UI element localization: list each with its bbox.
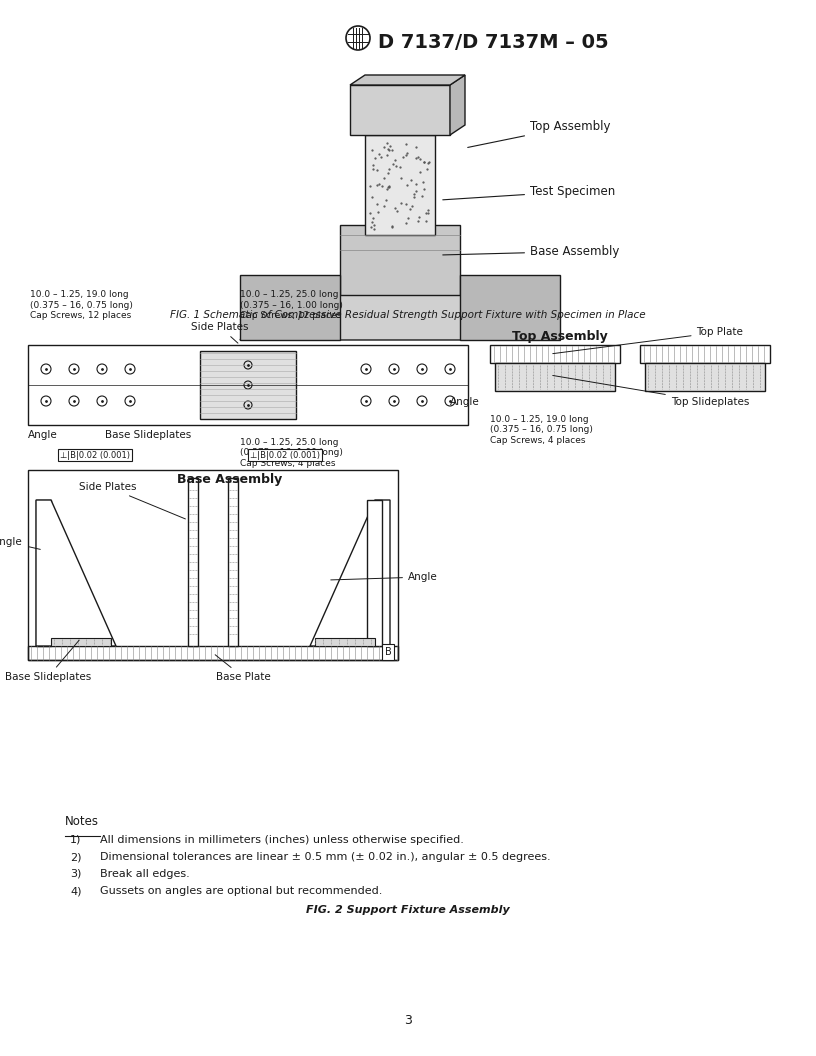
Text: Break all edges.: Break all edges.: [100, 869, 190, 879]
Text: All dimensions in millimeters (inches) unless otherwise specified.: All dimensions in millimeters (inches) u…: [100, 835, 463, 845]
Text: 10.0 – 1.25, 25.0 long
(0.375 – 16, 1.00 long)
Cap Screws, 12 places: 10.0 – 1.25, 25.0 long (0.375 – 16, 1.00…: [240, 290, 343, 320]
Bar: [228, 478, 238, 646]
Bar: [640, 345, 770, 363]
Bar: [315, 638, 375, 646]
Bar: [495, 363, 615, 391]
Text: B: B: [384, 647, 392, 657]
Polygon shape: [36, 499, 116, 646]
Text: 2): 2): [70, 852, 82, 862]
Text: FIG. 2 Support Fixture Assembly: FIG. 2 Support Fixture Assembly: [306, 905, 510, 914]
Polygon shape: [310, 499, 390, 646]
Polygon shape: [340, 225, 460, 295]
Bar: [28, 345, 468, 425]
Text: Angle: Angle: [450, 397, 480, 407]
Text: Top Assembly: Top Assembly: [468, 120, 610, 148]
Text: Angle: Angle: [0, 538, 40, 549]
Bar: [645, 363, 765, 391]
Polygon shape: [450, 75, 465, 135]
Text: Dimensional tolerances are linear ± 0.5 mm (± 0.02 in.), angular ± 0.5 degrees.: Dimensional tolerances are linear ± 0.5 …: [100, 852, 551, 862]
Bar: [28, 646, 398, 660]
Text: Base Slideplates: Base Slideplates: [5, 640, 91, 682]
Text: FIG. 1 Schematic of Compressive Residual Strength Support Fixture with Specimen : FIG. 1 Schematic of Compressive Residual…: [171, 310, 645, 320]
Polygon shape: [350, 75, 465, 84]
Text: Notes: Notes: [65, 815, 99, 828]
Text: Side Plates: Side Plates: [79, 482, 185, 518]
Text: Test Specimen: Test Specimen: [443, 185, 615, 200]
Polygon shape: [240, 295, 560, 340]
Polygon shape: [350, 84, 450, 135]
Bar: [490, 345, 620, 363]
Text: Angle: Angle: [28, 430, 58, 440]
Text: 10.0 – 1.25, 19.0 long
(0.375 – 16, 0.75 long)
Cap Screws, 12 places: 10.0 – 1.25, 19.0 long (0.375 – 16, 0.75…: [30, 290, 133, 320]
Bar: [188, 478, 198, 646]
Text: Base Assembly: Base Assembly: [443, 245, 619, 258]
Polygon shape: [365, 135, 435, 235]
Text: Base Plate: Base Plate: [215, 655, 270, 682]
Text: 1): 1): [70, 835, 82, 845]
Text: Top Assembly: Top Assembly: [512, 329, 608, 343]
Polygon shape: [240, 275, 340, 340]
Text: 3): 3): [70, 869, 82, 879]
Bar: [28, 470, 398, 660]
Text: Base Assembly: Base Assembly: [177, 473, 282, 486]
Polygon shape: [367, 499, 382, 646]
Text: 10.0 – 1.25, 25.0 long
(0.375 – 16, 1.00 long)
Cap Screws, 4 places: 10.0 – 1.25, 25.0 long (0.375 – 16, 1.00…: [240, 438, 343, 468]
Text: Top Plate: Top Plate: [552, 327, 743, 354]
Text: ⊥|B|0.02 (0.001): ⊥|B|0.02 (0.001): [250, 451, 320, 459]
Text: Top Slideplates: Top Slideplates: [552, 376, 749, 407]
Text: 4): 4): [70, 886, 82, 895]
Polygon shape: [460, 275, 560, 340]
Polygon shape: [36, 499, 51, 646]
Text: 10.0 – 1.25, 19.0 long
(0.375 – 16, 0.75 long)
Cap Screws, 4 places: 10.0 – 1.25, 19.0 long (0.375 – 16, 0.75…: [490, 415, 593, 445]
Text: Base Slideplates: Base Slideplates: [105, 430, 191, 440]
Text: Angle: Angle: [330, 572, 437, 582]
Text: Side Plates: Side Plates: [191, 322, 249, 343]
Text: D 7137/D 7137M – 05: D 7137/D 7137M – 05: [378, 34, 609, 53]
Text: Gussets on angles are optional but recommended.: Gussets on angles are optional but recom…: [100, 886, 383, 895]
Text: 3: 3: [404, 1014, 412, 1026]
Text: ⊥|B|0.02 (0.001): ⊥|B|0.02 (0.001): [60, 451, 130, 459]
Bar: [51, 638, 111, 646]
Bar: [200, 351, 296, 419]
